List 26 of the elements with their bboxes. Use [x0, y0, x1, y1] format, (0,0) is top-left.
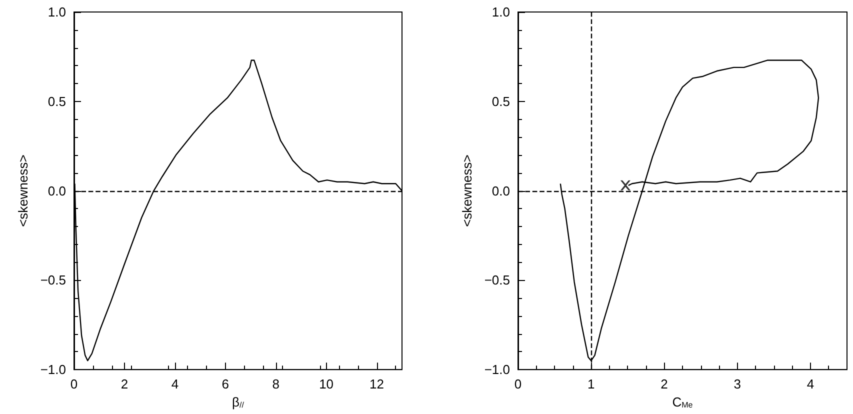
- y-axis-title: <skewness>: [459, 154, 474, 227]
- y-tick-label: 1.0: [492, 4, 510, 20]
- y-tick-label: −1.0: [40, 362, 66, 378]
- y-tick-label: 1.0: [48, 4, 66, 20]
- x-tick-label: 6: [222, 376, 229, 392]
- x-tick-label: 4: [806, 376, 814, 392]
- x-tick-label: 1: [587, 376, 595, 392]
- y-tick-label: 0.0: [48, 183, 66, 198]
- x-tick-label: 8: [272, 376, 280, 392]
- y-tick-label: −0.5: [484, 272, 510, 288]
- x-tick-label: 2: [660, 376, 668, 392]
- y-tick-label: −1.0: [484, 362, 510, 378]
- x-axis-title: β//: [232, 394, 245, 410]
- x-tick-label: 4: [171, 376, 179, 392]
- y-tick-label: 0.0: [492, 183, 510, 198]
- x-tick-label: 2: [120, 376, 128, 392]
- y-tick-label: 0.5: [492, 94, 510, 109]
- x-axis-title: CMe: [672, 394, 694, 410]
- x-tick-label: 0: [514, 376, 522, 392]
- x-tick-label: 12: [370, 376, 384, 392]
- y-tick-label: 0.5: [48, 94, 66, 109]
- x-tick-label: 3: [734, 376, 741, 392]
- y-tick-label: −0.5: [40, 272, 66, 288]
- y-axis-title: <skewness>: [15, 154, 30, 227]
- x-tick-label: 0: [70, 376, 78, 392]
- x-tick-label: 10: [319, 376, 334, 392]
